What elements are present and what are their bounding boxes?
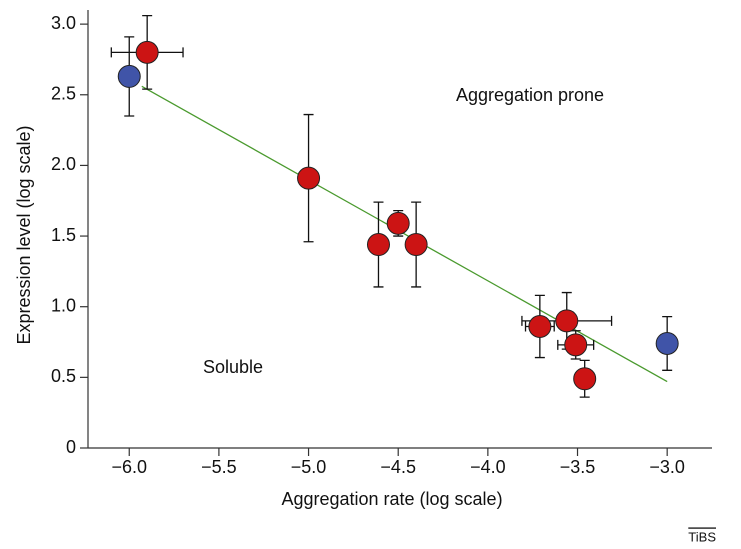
point — [404, 233, 428, 257]
credit: TiBS — [688, 529, 716, 544]
x-tick-label: −5.5 — [201, 457, 237, 477]
x-tick-label: −6.0 — [111, 457, 147, 477]
point — [528, 314, 552, 338]
point — [555, 309, 579, 333]
x-tick-label: −5.0 — [291, 457, 327, 477]
point — [573, 367, 597, 391]
x-tick-label: −4.5 — [380, 457, 416, 477]
point — [297, 166, 321, 190]
y-tick-label: 1.5 — [51, 225, 76, 245]
point — [117, 64, 141, 88]
point — [366, 233, 390, 257]
annotation: Soluble — [203, 357, 263, 377]
point — [386, 211, 410, 235]
annotation: Aggregation prone — [456, 85, 604, 105]
y-tick-label: 0 — [66, 437, 76, 457]
point — [135, 40, 159, 64]
y-tick-label: 2.0 — [51, 154, 76, 174]
x-tick-label: −4.0 — [470, 457, 506, 477]
trendline — [141, 85, 668, 383]
y-tick-label: 0.5 — [51, 366, 76, 386]
y-axis-label: Expression level (log scale) — [14, 125, 34, 344]
y-tick-label: 3.0 — [51, 13, 76, 33]
point — [564, 333, 588, 357]
x-axis-label: Aggregation rate (log scale) — [281, 489, 502, 509]
point — [655, 331, 679, 355]
x-tick-label: −3.5 — [560, 457, 596, 477]
x-tick-label: −3.0 — [649, 457, 685, 477]
y-tick-label: 2.5 — [51, 84, 76, 104]
y-tick-label: 1.0 — [51, 295, 76, 315]
